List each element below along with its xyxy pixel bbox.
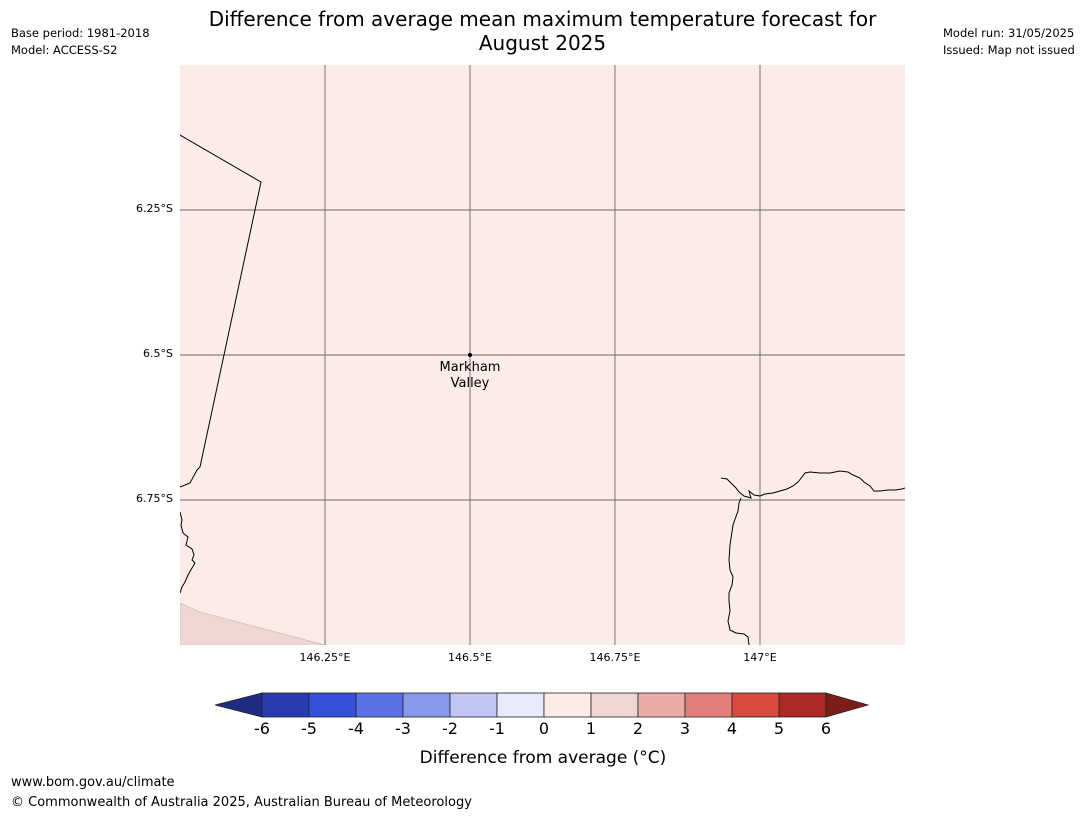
footer-copyright: © Commonwealth of Australia 2025, Austra…: [11, 795, 472, 810]
legend-swatch: [543, 692, 592, 718]
legend-tick: -6: [254, 719, 270, 738]
legend-tick: -4: [348, 719, 364, 738]
title-line-1: Difference from average mean maximum tem…: [208, 7, 877, 31]
lat-label-6-5: 6.5°S: [143, 347, 173, 360]
lon-label-147: 147°E: [743, 651, 777, 664]
legend-swatch: [684, 692, 733, 718]
lat-label-6-25: 6.25°S: [136, 202, 173, 215]
forecast-map: [180, 65, 905, 645]
map-title: Difference from average mean maximum tem…: [180, 7, 905, 55]
legend-swatch: [496, 692, 545, 718]
lat-label-6-75: 6.75°S: [136, 492, 173, 505]
legend-tick: -5: [301, 719, 317, 738]
legend-swatch: [355, 692, 404, 718]
legend-swatch: [449, 692, 498, 718]
lon-label-146-75: 146.75°E: [589, 651, 641, 664]
legend-tick: 2: [632, 719, 644, 738]
legend-swatch-below: [215, 692, 263, 718]
legend-swatch: [261, 692, 310, 718]
southwest-shaded-region: [180, 602, 326, 645]
legend-tick: 4: [726, 719, 738, 738]
map-canvas: [180, 65, 905, 645]
issued-status: Issued: Map not issued: [943, 43, 1075, 57]
legend-swatch: [308, 692, 357, 718]
boundaries: [180, 134, 905, 645]
legend-colorbar: [215, 692, 870, 718]
model-name: Model: ACCESS-S2: [11, 43, 118, 57]
legend-title: Difference from average (°C): [419, 748, 667, 768]
base-period: Base period: 1981-2018: [11, 26, 150, 40]
legend-swatch: [637, 692, 686, 718]
legend-tick: 6: [820, 719, 832, 738]
graticule: [180, 65, 905, 645]
lon-label-146-25: 146.25°E: [299, 651, 351, 664]
lon-label-146-5: 146.5°E: [448, 651, 492, 664]
district-boundary: [180, 134, 262, 488]
location-label: Markham Valley: [420, 360, 520, 392]
legend-tick: 1: [585, 719, 597, 738]
legend-swatch: [778, 692, 827, 718]
river-line-south: [727, 497, 750, 645]
legend-tick: 5: [773, 719, 785, 738]
legend-swatch: [731, 692, 780, 718]
legend-swatch-above: [825, 692, 870, 718]
legend-swatch: [402, 692, 451, 718]
legend-tick: -3: [395, 719, 411, 738]
location-name-line-2: Valley: [450, 376, 490, 391]
river-line-west: [180, 511, 196, 594]
run-info: Model run: 31/05/2025 Issued: Map not is…: [943, 25, 1075, 59]
model-run: Model run: 31/05/2025: [943, 26, 1075, 40]
footer-url: www.bom.gov.au/climate: [11, 775, 175, 790]
title-line-2: August 2025: [478, 31, 607, 55]
location-marker: [468, 353, 472, 357]
legend-tick: -2: [442, 719, 458, 738]
location-name-line-1: Markham: [439, 360, 501, 375]
legend-tick: -1: [489, 719, 505, 738]
legend-tick: 3: [679, 719, 691, 738]
legend-swatch: [590, 692, 639, 718]
model-info: Base period: 1981-2018 Model: ACCESS-S2: [11, 25, 150, 59]
legend-tick: 0: [538, 719, 550, 738]
river-line-east: [720, 470, 905, 499]
